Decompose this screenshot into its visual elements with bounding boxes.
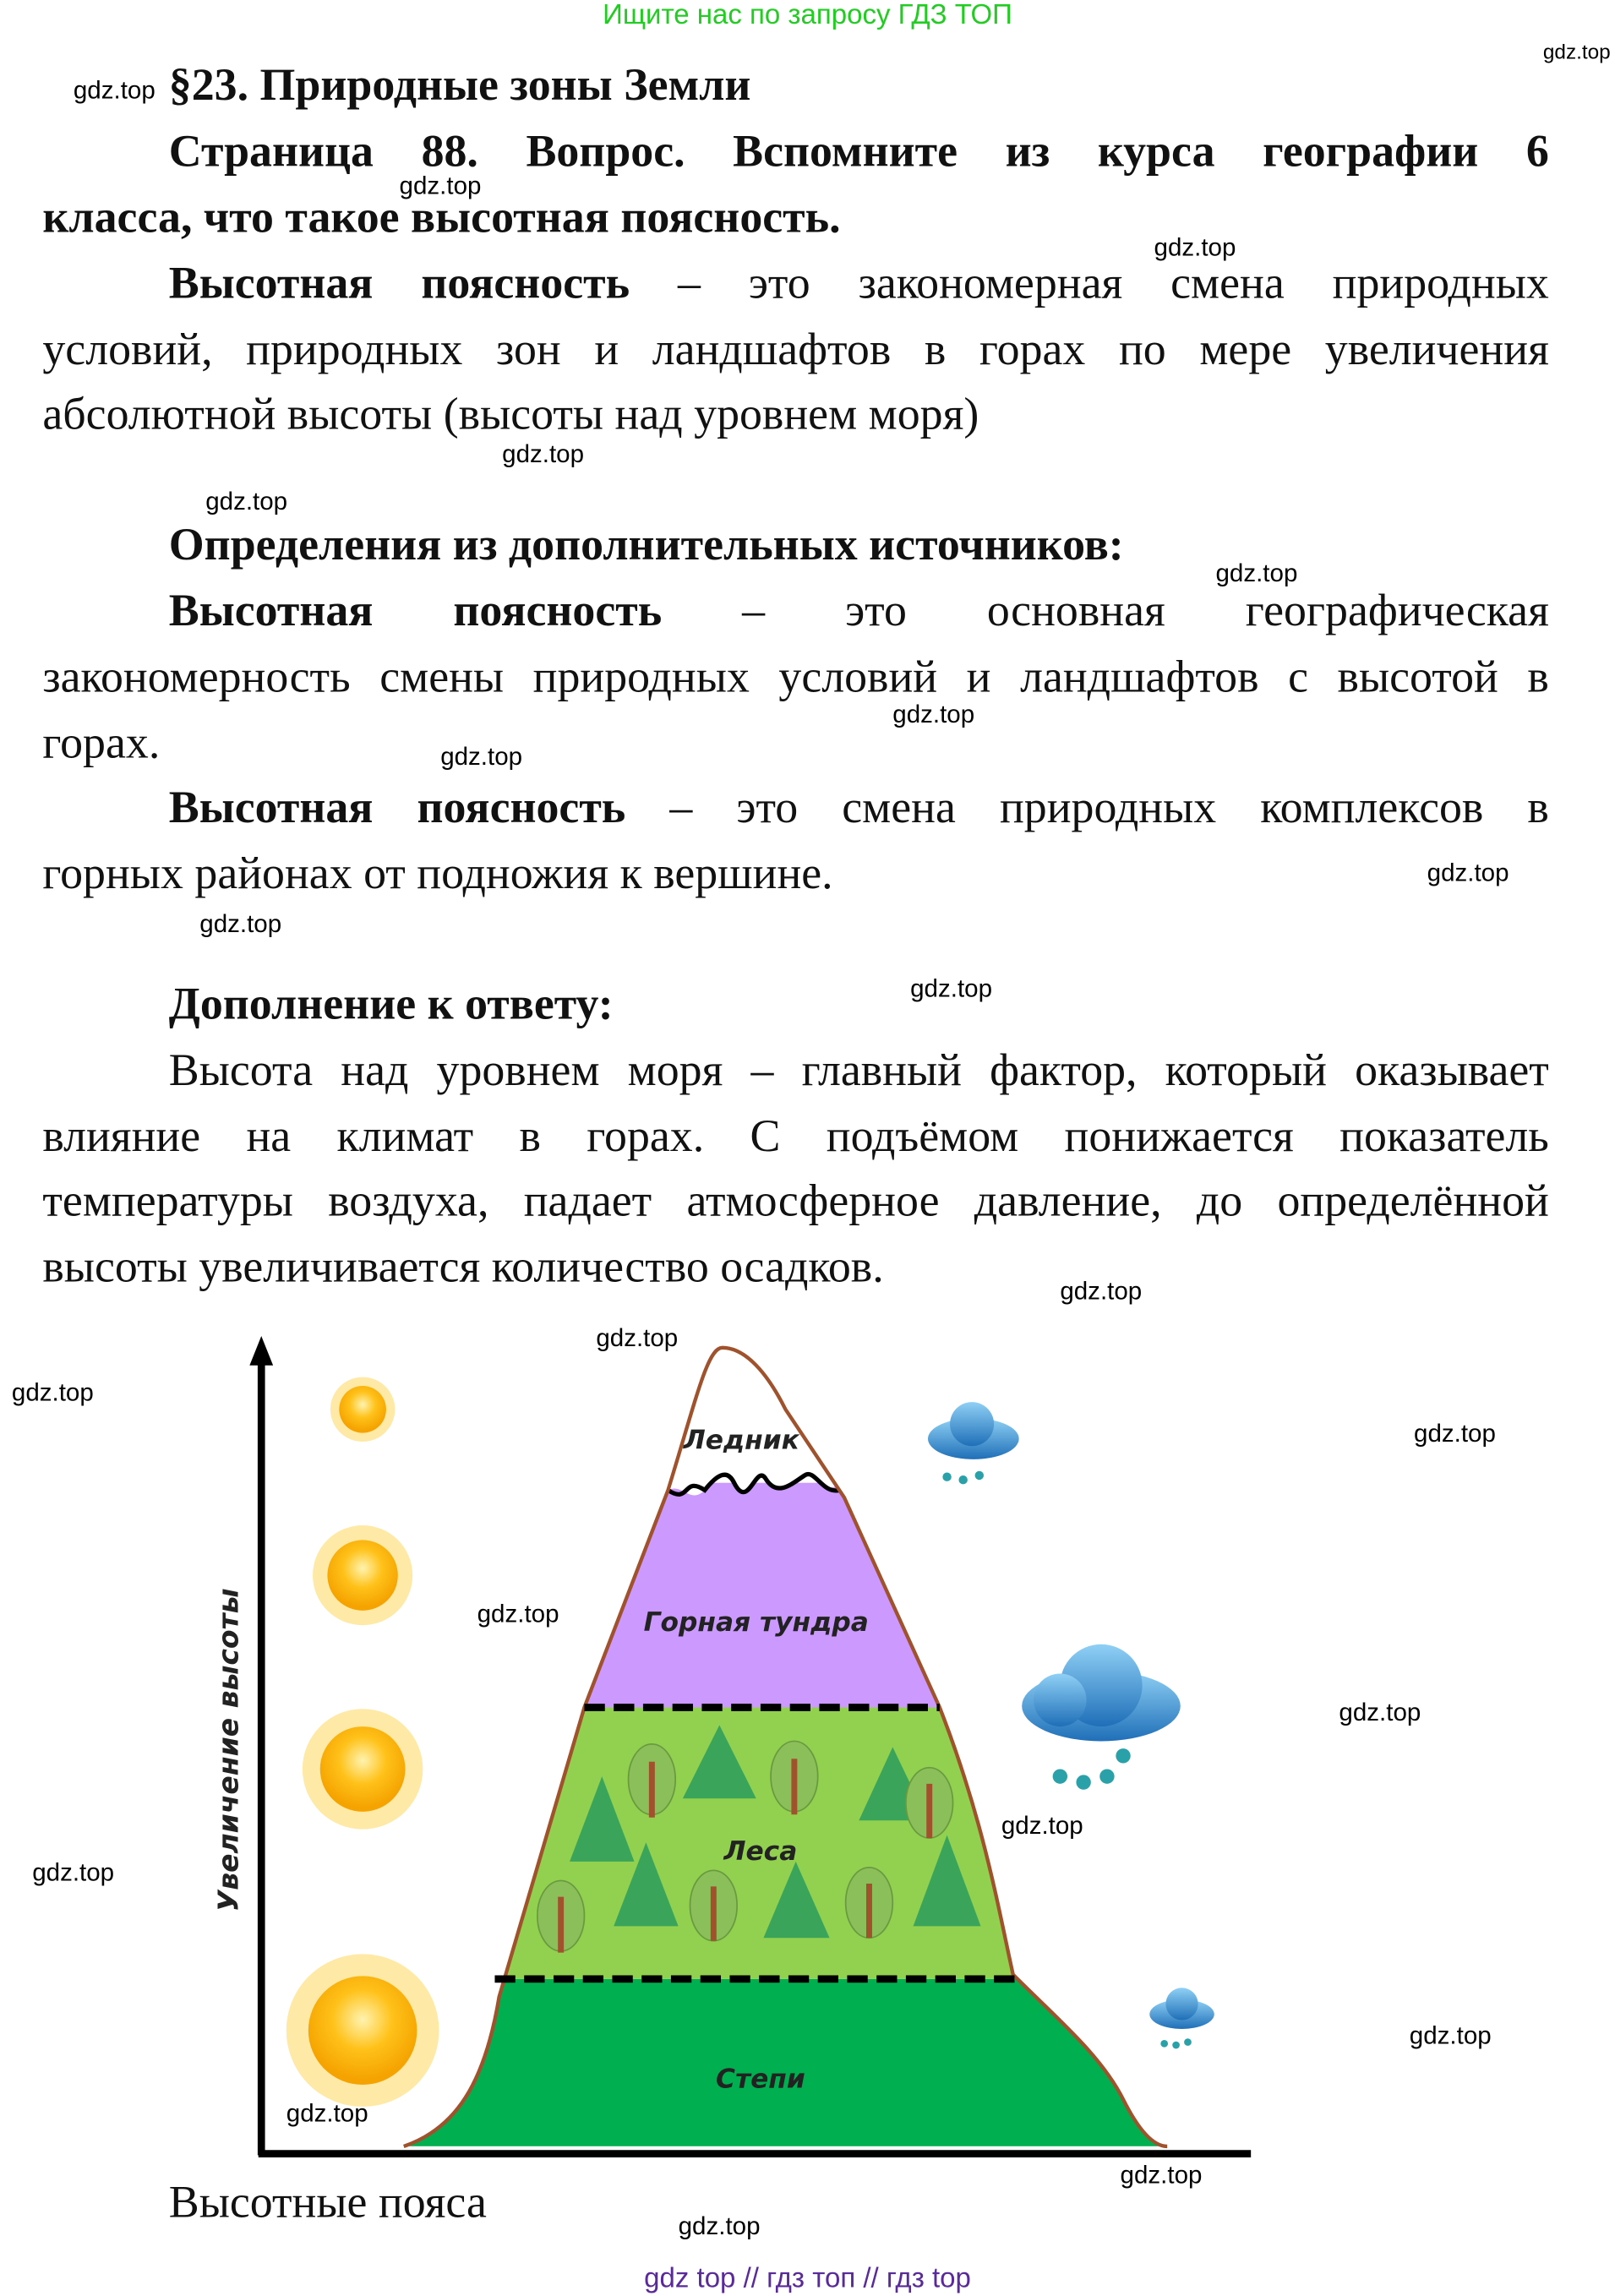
- watermark: gdz.top: [11, 1378, 94, 1407]
- watermark: gdz.top: [440, 743, 523, 772]
- question-line-1: Страница 88. Вопрос. Вспомните из курса …: [168, 124, 1549, 177]
- rain-cloud-icons: [927, 1402, 1214, 2049]
- watermark: gdz.top: [596, 1324, 679, 1353]
- zone-label-tundra: Горная тундра: [644, 1607, 869, 1638]
- watermark: gdz.top: [910, 974, 993, 1003]
- extra-def2-line-2: горных районах от подножия к вершине.: [42, 847, 833, 899]
- watermark: gdz.top: [1120, 2161, 1203, 2190]
- watermark: gdz.top: [1060, 1277, 1143, 1306]
- zone-glacier: [403, 1347, 1168, 1496]
- y-axis-label: Увеличение высоты: [211, 1588, 244, 1912]
- mountain-outline: [403, 1345, 1168, 2149]
- extra-def1-text: – это основная географическая: [662, 584, 1549, 636]
- watermark: gdz.top: [477, 1600, 559, 1628]
- extra-def1-term: Высотная поясность: [168, 584, 663, 636]
- watermark: gdz.top: [205, 487, 288, 515]
- extra-def1-line-1: Высотная поясность – это основная геогра…: [169, 584, 1549, 637]
- footer-links[interactable]: gdz top // гдз топ // гдз top: [644, 2263, 971, 2295]
- watermark: gdz.top: [1414, 1419, 1496, 1448]
- addition-line-2: влияние на климат в горах. С подъёмом по…: [42, 1110, 1549, 1162]
- watermark: gdz.top: [73, 76, 155, 105]
- extra-def2-line-1: Высотная поясность – это смена природных…: [169, 781, 1549, 834]
- rain-cloud-icon: [1022, 1644, 1181, 1790]
- extra-def2-term: Высотная поясность: [168, 781, 626, 833]
- sun-icon: [339, 1386, 386, 1433]
- extra-def2-text: – это смена природных комплексов в: [625, 781, 1549, 833]
- rain-cloud-icon: [927, 1402, 1019, 1485]
- extra-def1-line-2: закономерность смены природных условий и…: [42, 650, 1549, 702]
- sun-icon: [327, 1540, 398, 1611]
- tree-icons: [536, 1725, 981, 1953]
- definition-text: – это закономерная смена природных: [630, 257, 1549, 308]
- definition-line-2: условий, природных зон и ландшафтов в го…: [42, 323, 1549, 375]
- watermark: gdz.top: [286, 2099, 368, 2128]
- sun-icons: [286, 1377, 439, 2108]
- watermark: gdz.top: [1409, 2021, 1492, 2050]
- rain-cloud-icon: [1149, 1988, 1214, 2049]
- zone-label-steppe: Степи: [716, 2064, 805, 2094]
- zone-steppe: [403, 1978, 1168, 2146]
- definition-term: Высотная поясность: [168, 257, 630, 308]
- watermark: gdz.top: [892, 700, 975, 728]
- search-banner[interactable]: Ищите нас по запросу ГДЗ ТОП: [603, 0, 1012, 31]
- watermark: gdz.top: [1001, 1811, 1083, 1840]
- question-line-2: класса, что такое высотная поясность.: [42, 190, 841, 243]
- diagram-caption: Высотные пояса: [168, 2175, 487, 2228]
- watermark: gdz.top: [502, 440, 585, 469]
- watermark: gdz.top: [678, 2212, 761, 2241]
- extra-def1-line-3: горах.: [42, 716, 161, 768]
- addition-heading: Дополнение к ответу:: [168, 978, 614, 1029]
- sun-icon: [308, 1976, 417, 2085]
- page-title: §23. Природные зоны Земли: [168, 58, 751, 111]
- watermark: gdz.top: [1542, 39, 1611, 63]
- addition-line-4: высоты увеличивается количество осадков.: [42, 1241, 884, 1292]
- extra-heading: Определения из дополнительных источников…: [168, 518, 1124, 570]
- snow-line: [667, 1471, 841, 1497]
- y-axis-arrow-icon: [249, 1335, 274, 1366]
- definition-line-3: абсолютной высоты (высоты над уровнем мо…: [42, 387, 979, 439]
- watermark: gdz.top: [1427, 859, 1509, 887]
- zone-label-glacier: Ледник: [683, 1426, 800, 1456]
- watermark: gdz.top: [199, 910, 282, 939]
- definition-line-1: Высотная поясность – это закономерная см…: [169, 257, 1549, 310]
- zone-label-forest: Леса: [723, 1836, 798, 1867]
- sun-icon: [319, 1726, 406, 1812]
- watermark: gdz.top: [1215, 559, 1298, 587]
- watermark: gdz.top: [399, 172, 482, 200]
- addition-line-1: Высота над уровнем моря – главный фактор…: [168, 1044, 1549, 1096]
- watermark: gdz.top: [32, 1858, 115, 1887]
- watermark: gdz.top: [1154, 233, 1236, 262]
- watermark: gdz.top: [1339, 1699, 1421, 1727]
- addition-line-3: температуры воздуха, падает атмосферное …: [42, 1174, 1549, 1226]
